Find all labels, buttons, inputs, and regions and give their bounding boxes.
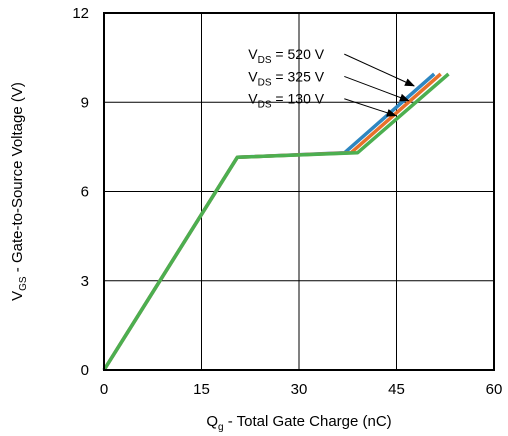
x-axis-title: Qg - Total Gate Charge (nC) (206, 413, 391, 433)
x-tick-labels: 0 15 30 45 60 (100, 381, 503, 398)
plot-frame (103, 12, 495, 371)
series-label-1: VDS = 520 V (248, 46, 324, 66)
x-tick-label: 45 (388, 381, 405, 398)
series-label-2: VDS = 325 V (248, 68, 324, 88)
y-tick-labels: 0 3 6 9 12 (72, 5, 89, 379)
x-tick-label: 15 (193, 381, 210, 398)
x-tick-label: 60 (486, 381, 503, 398)
series-line-3 (102, 72, 450, 371)
y-tick-label: 3 (81, 273, 89, 290)
series-label-3: VDS = 130 V (248, 91, 324, 111)
annotation-arrow-2 (344, 75, 410, 102)
y-tick-label: 0 (81, 362, 89, 379)
y-axis-title: VGS - Gate-to-Source Voltage (V) (9, 82, 29, 301)
annotation-arrow-1 (344, 53, 415, 87)
x-tick-label: 30 (291, 381, 308, 398)
annotation-arrow-3 (344, 98, 397, 117)
x-tick-label: 0 (100, 381, 108, 398)
y-tick-label: 6 (81, 184, 89, 201)
y-tick-label: 12 (72, 5, 89, 22)
grid-lines (104, 13, 494, 370)
y-tick-label: 9 (81, 94, 89, 111)
